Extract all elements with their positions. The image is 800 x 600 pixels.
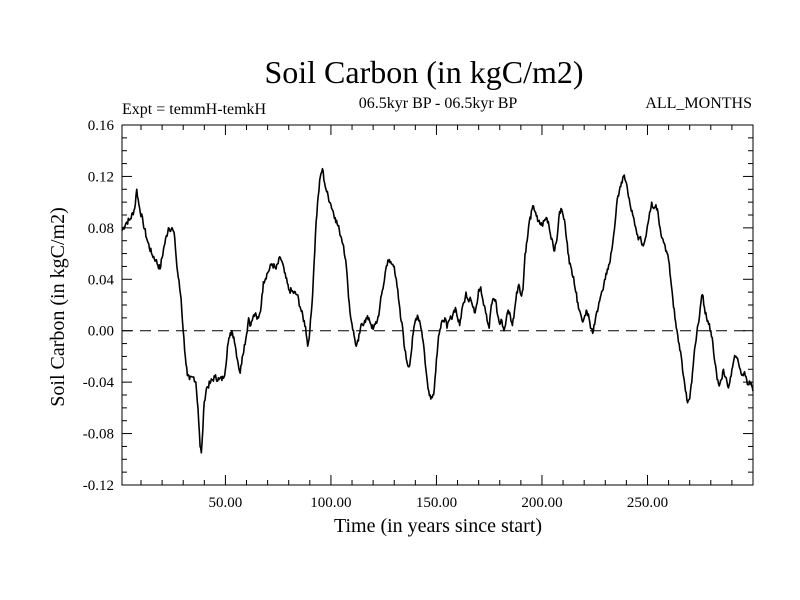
y-tick-label: 0.08	[88, 221, 114, 237]
experiment-label: Expt = temmH-temkH	[122, 101, 267, 118]
x-tick-label: 100.00	[310, 495, 351, 511]
y-tick-label: 0.00	[88, 324, 114, 340]
y-tick-label: 0.04	[88, 272, 115, 288]
soil-carbon-series-line	[121, 167, 754, 454]
x-axis-label: Time (in years since start)	[334, 515, 542, 537]
x-tick-label: 150.00	[416, 495, 457, 511]
x-tick-label: 200.00	[521, 495, 562, 511]
y-tick-label: 0.16	[88, 118, 115, 134]
x-tick-label: 250.00	[627, 495, 668, 511]
y-tick-label: -0.08	[83, 427, 114, 443]
plot-frame	[121, 124, 754, 486]
months-label: ALL_MONTHS	[645, 95, 752, 112]
tick-labels-group: 50.00 100.00 150.00 200.00 250.00 -0.12 -0.08 -…	[83, 118, 668, 511]
period-label: 06.5kyr BP - 06.5kyr BP	[359, 95, 518, 112]
chart-title: Soil Carbon (in kgC/m2)	[264, 54, 583, 90]
y-tick-label: 0.12	[88, 169, 114, 185]
y-axis-label: Soil Carbon (in kgC/m2)	[47, 207, 69, 406]
x-tick-label: 50.00	[209, 495, 243, 511]
axis-ticks-group	[122, 124, 753, 486]
y-tick-label: -0.04	[83, 375, 115, 391]
y-tick-label: -0.12	[83, 478, 114, 494]
